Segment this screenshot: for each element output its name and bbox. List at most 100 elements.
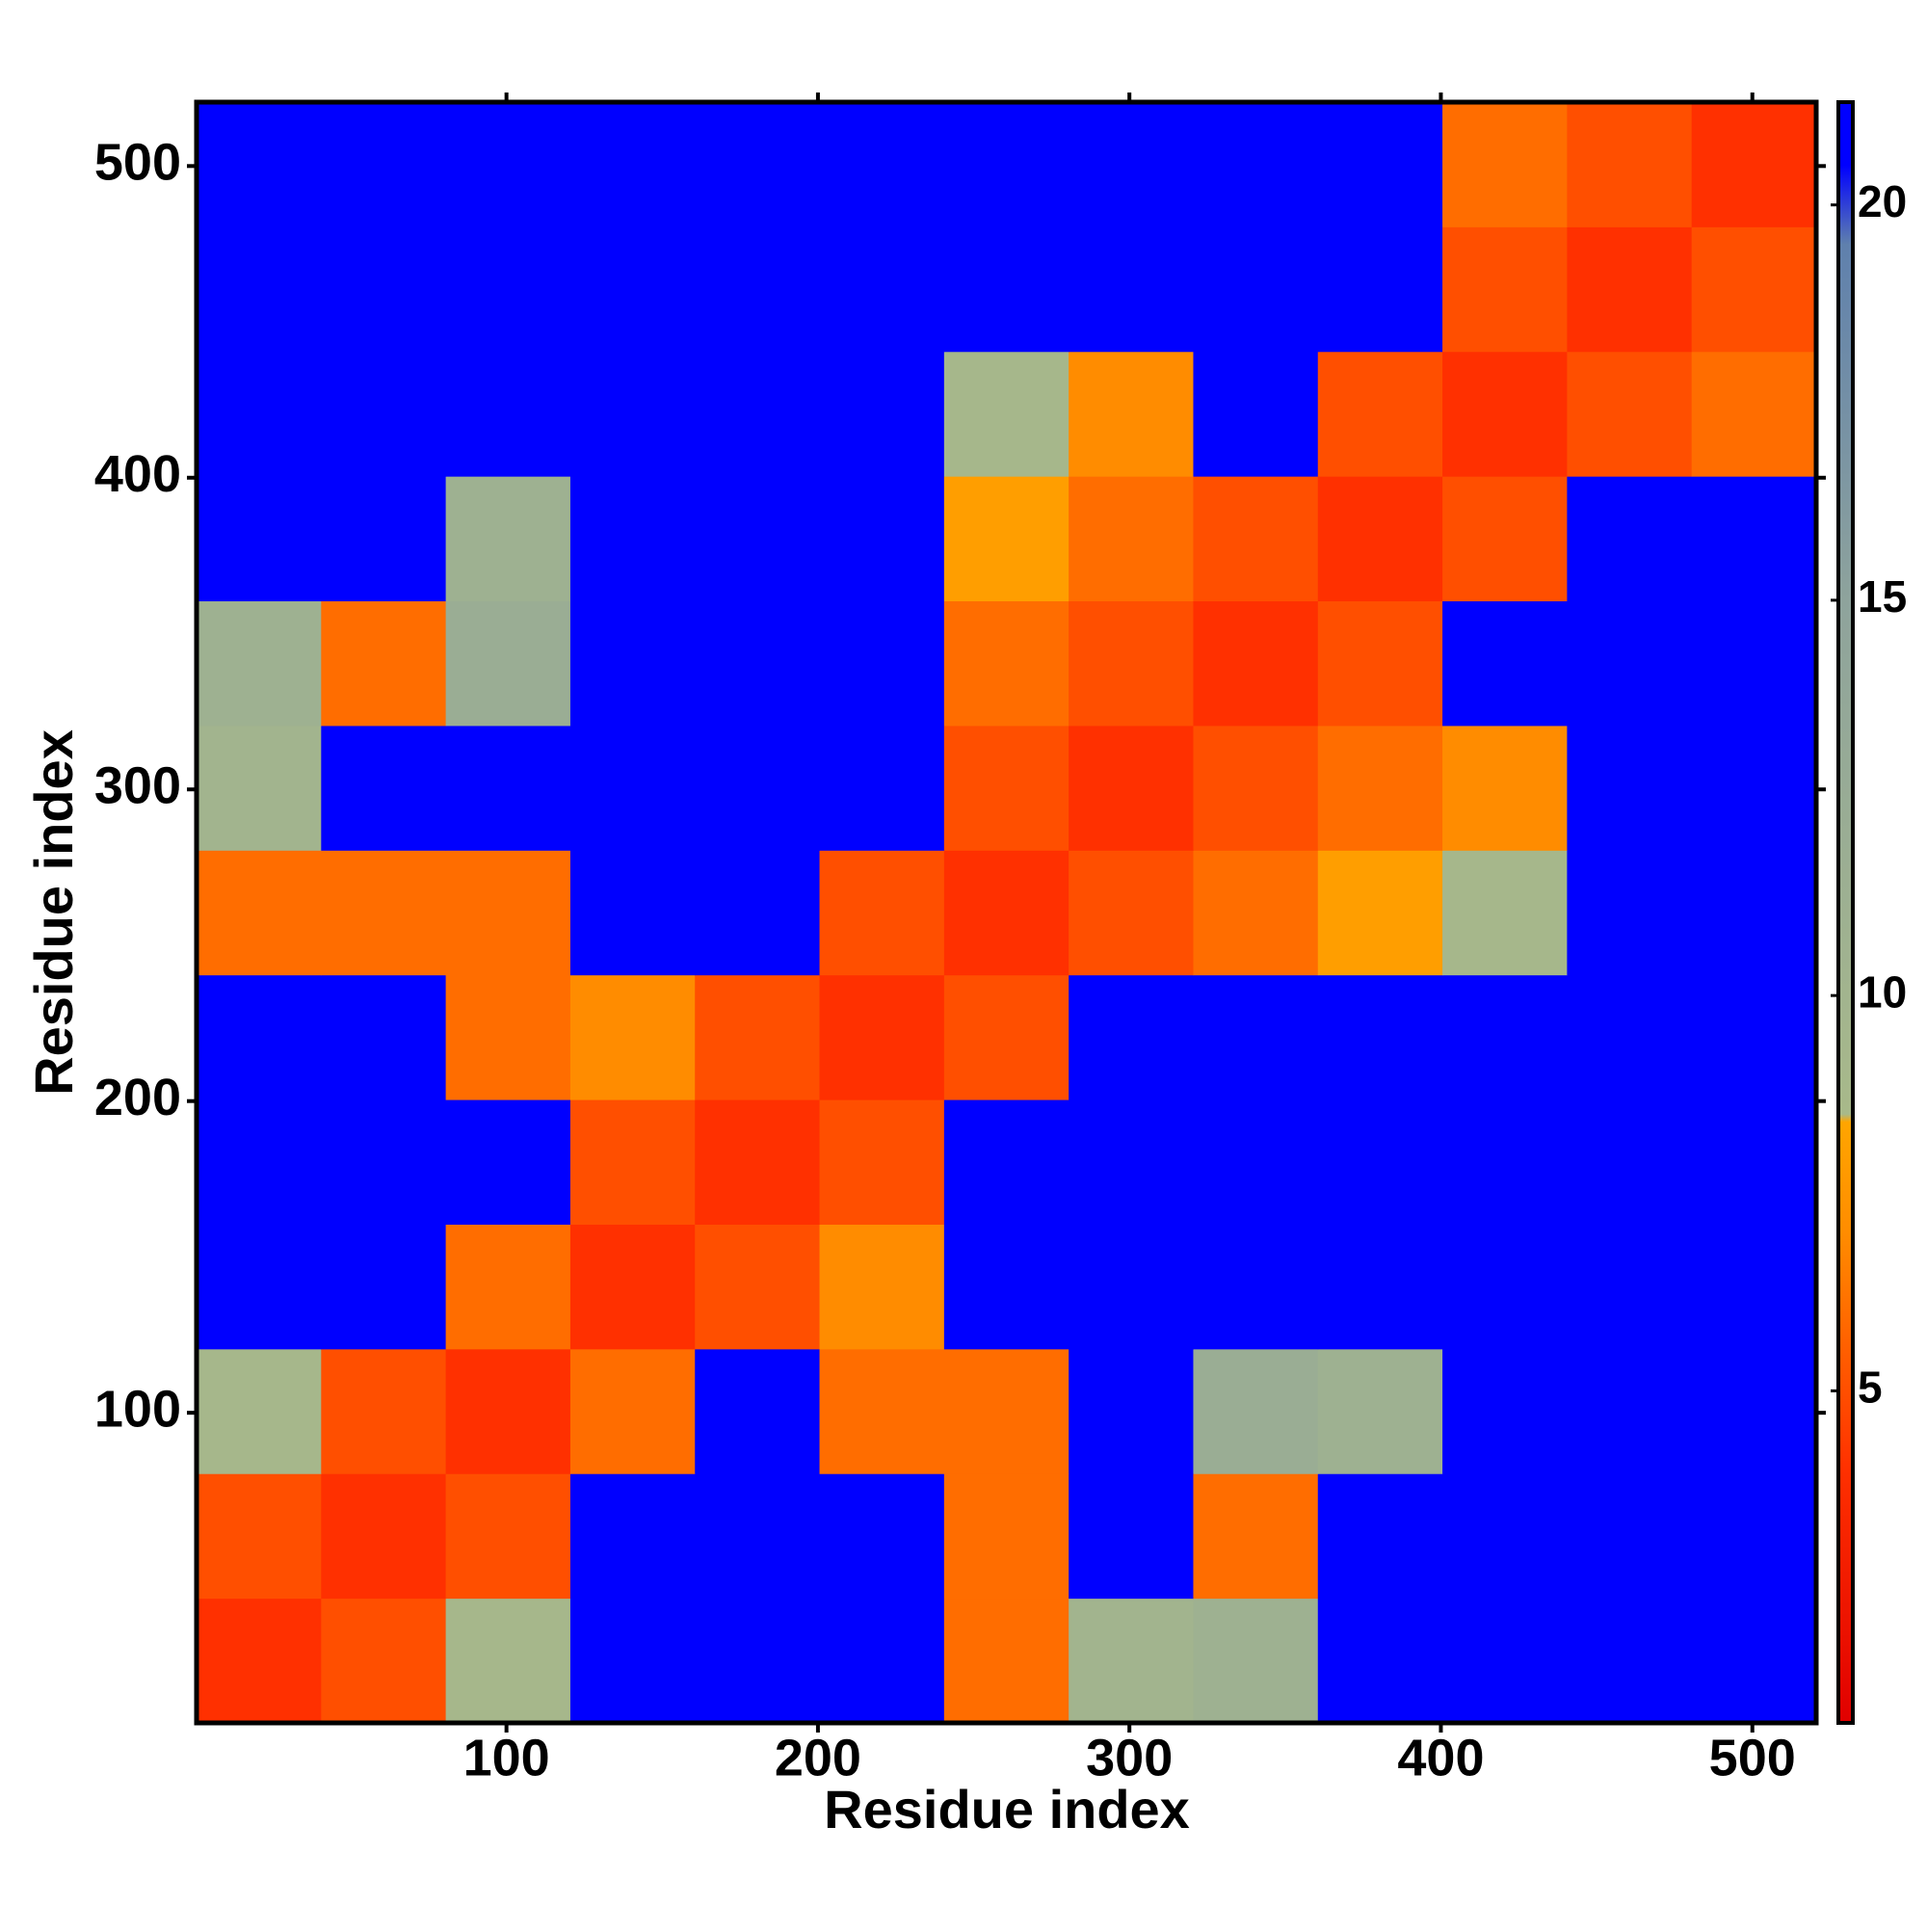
heatmap-cell bbox=[1442, 351, 1568, 477]
heatmap-cell bbox=[943, 1224, 1069, 1350]
heatmap-cell bbox=[1442, 1473, 1568, 1600]
heatmap-cell bbox=[943, 351, 1069, 477]
heatmap-cell bbox=[1691, 1598, 1817, 1724]
heatmap-cell bbox=[1691, 974, 1817, 1100]
colorbar-tick-label: 15 bbox=[1858, 571, 1907, 622]
heatmap-cell bbox=[445, 476, 571, 602]
heatmap-cell bbox=[569, 600, 696, 727]
heatmap-cell bbox=[1567, 725, 1693, 851]
heatmap-cell bbox=[943, 1348, 1069, 1474]
colorbar-tick-label: 5 bbox=[1858, 1363, 1883, 1413]
heatmap-cell bbox=[1691, 600, 1817, 727]
heatmap-cell bbox=[695, 600, 821, 727]
heatmap-cell bbox=[1567, 1099, 1693, 1225]
heatmap-cell bbox=[1691, 351, 1817, 477]
heatmap-cell bbox=[1691, 850, 1817, 976]
heatmap-cell bbox=[569, 725, 696, 851]
heatmap-cell bbox=[321, 226, 447, 353]
heatmap-cell bbox=[1567, 1224, 1693, 1350]
heatmap-cell bbox=[943, 974, 1069, 1100]
heatmap-cell bbox=[1193, 351, 1319, 477]
heatmap-cell bbox=[1193, 226, 1319, 353]
heatmap-cell bbox=[197, 1348, 322, 1474]
heatmap-cell bbox=[819, 226, 945, 353]
heatmap-cell bbox=[1442, 476, 1568, 602]
heatmap-cell bbox=[1069, 1099, 1194, 1225]
x-tick-label: 300 bbox=[1086, 1729, 1173, 1786]
heatmap-cell bbox=[1069, 226, 1194, 353]
heatmap-cell bbox=[943, 600, 1069, 727]
heatmap-cell bbox=[569, 102, 696, 227]
heatmap-cell bbox=[1317, 226, 1443, 353]
heatmap-cell bbox=[943, 850, 1069, 976]
plot-frame bbox=[194, 99, 1819, 1726]
heatmap-cell bbox=[695, 974, 821, 1100]
heatmap-cell bbox=[321, 725, 447, 851]
heatmap-cell bbox=[445, 600, 571, 727]
heatmap-cell bbox=[1691, 102, 1817, 227]
heatmap-cell bbox=[321, 850, 447, 976]
heatmap-cell bbox=[445, 102, 571, 227]
heatmap-cell bbox=[569, 974, 696, 1100]
heatmap-cell bbox=[569, 1224, 696, 1350]
heatmap-cell bbox=[943, 102, 1069, 227]
x-tick-label: 200 bbox=[775, 1729, 861, 1786]
x-tick-label: 100 bbox=[463, 1729, 550, 1786]
heatmap-cell bbox=[197, 1099, 322, 1225]
heatmap-cell bbox=[943, 1473, 1069, 1600]
heatmap-cell bbox=[1069, 600, 1194, 727]
x-tick-label: 500 bbox=[1709, 1729, 1796, 1786]
heatmap-cell bbox=[1691, 1348, 1817, 1474]
colorbar bbox=[1836, 100, 1855, 1725]
heatmap-cell bbox=[1193, 725, 1319, 851]
heatmap-cell bbox=[197, 974, 322, 1100]
heatmap-cell bbox=[321, 1099, 447, 1225]
heatmap-cell bbox=[1442, 1099, 1568, 1225]
heatmap-cell bbox=[1069, 1473, 1194, 1600]
heatmap-cell bbox=[1193, 1099, 1319, 1225]
heatmap-cell bbox=[569, 226, 696, 353]
heatmap-cell bbox=[1193, 850, 1319, 976]
heatmap-cell bbox=[569, 1473, 696, 1600]
heatmap-cell bbox=[569, 1348, 696, 1474]
heatmap-cell bbox=[695, 1099, 821, 1225]
heatmap-cell bbox=[695, 476, 821, 602]
heatmap-cell bbox=[819, 725, 945, 851]
heatmap-cell bbox=[1317, 102, 1443, 227]
heatmap-cell bbox=[445, 725, 571, 851]
heatmap-cell bbox=[1442, 974, 1568, 1100]
heatmap-cell bbox=[1317, 1348, 1443, 1474]
heatmap-cell bbox=[197, 476, 322, 602]
heatmap-cell bbox=[1317, 1099, 1443, 1225]
heatmap-cell bbox=[1193, 102, 1319, 227]
heatmap-cell bbox=[1317, 1224, 1443, 1350]
heatmap-cell bbox=[819, 476, 945, 602]
heatmap-cell bbox=[819, 1099, 945, 1225]
heatmap-cell bbox=[1567, 1348, 1693, 1474]
heatmap-cell bbox=[1567, 102, 1693, 227]
heatmap-cell bbox=[1442, 600, 1568, 727]
heatmap-cell bbox=[943, 725, 1069, 851]
y-tick-label: 500 bbox=[94, 134, 181, 192]
heatmap-cell bbox=[197, 102, 322, 227]
y-tick-label: 200 bbox=[94, 1069, 181, 1126]
heatmap-cell bbox=[1317, 600, 1443, 727]
heatmap-cell bbox=[321, 1598, 447, 1724]
heatmap-cell bbox=[321, 1473, 447, 1600]
heatmap-cell bbox=[1691, 476, 1817, 602]
heatmap-cell bbox=[445, 1099, 571, 1225]
y-tick-label: 400 bbox=[94, 445, 181, 503]
heatmap-cell bbox=[1193, 1224, 1319, 1350]
heatmap-cell bbox=[819, 850, 945, 976]
heatmap-cell bbox=[321, 1224, 447, 1350]
heatmap-cell bbox=[1317, 1473, 1443, 1600]
heatmap-cell bbox=[1442, 226, 1568, 353]
heatmap-cell bbox=[943, 1598, 1069, 1724]
colorbar-tick-label: 10 bbox=[1858, 966, 1907, 1017]
x-tick-label: 400 bbox=[1397, 1729, 1484, 1786]
heatmap-cell bbox=[943, 226, 1069, 353]
heatmap-cell bbox=[569, 476, 696, 602]
heatmap-cell bbox=[1567, 600, 1693, 727]
heatmap-cell bbox=[1442, 1348, 1568, 1474]
